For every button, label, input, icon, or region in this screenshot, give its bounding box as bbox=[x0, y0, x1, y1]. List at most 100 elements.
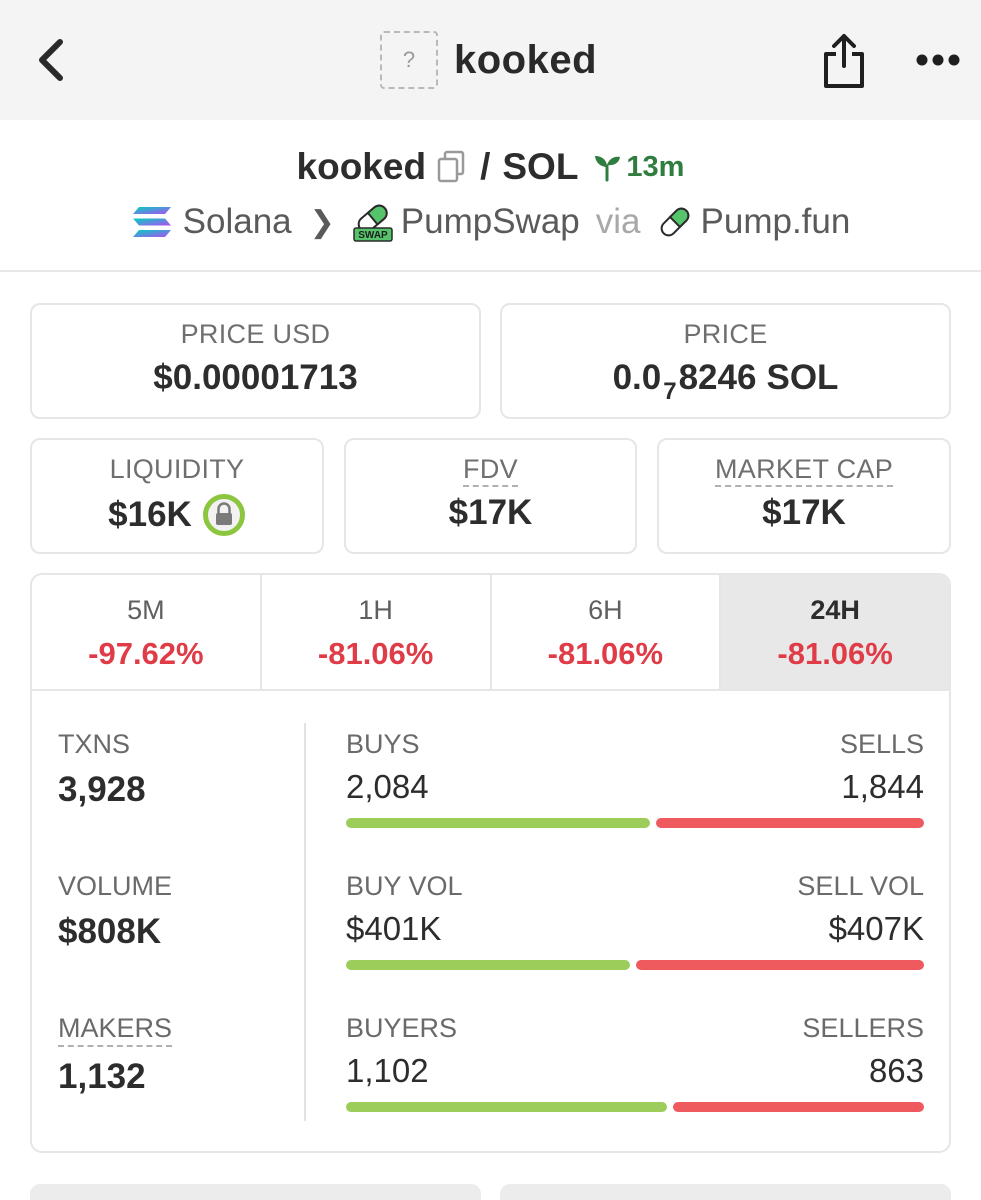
sell-bar-segment bbox=[656, 818, 924, 828]
makers-ratio-bar bbox=[346, 1102, 924, 1112]
volume-stat: VOLUME $808K bbox=[58, 871, 298, 1013]
market-cap-label[interactable]: MARKET CAP bbox=[714, 454, 894, 487]
pair-separator: / bbox=[480, 146, 491, 187]
price-native-card: PRICE 0.0 7 8246 SOL bbox=[500, 303, 951, 419]
sprout-icon bbox=[595, 156, 621, 182]
buys-value: 2,084 bbox=[346, 768, 429, 805]
sell-vol-label: SELL VOL bbox=[797, 871, 924, 901]
tab-24h[interactable]: 24H -81.06% bbox=[721, 575, 949, 689]
price-usd-card: PRICE USD $0.00001713 bbox=[30, 303, 481, 419]
liquidity-lock-icon[interactable] bbox=[202, 493, 246, 537]
buyers-label: BUYERS bbox=[346, 1013, 458, 1043]
fdv-label[interactable]: FDV bbox=[463, 454, 518, 487]
tab-change-value: -81.06% bbox=[777, 636, 893, 671]
pumpfun-pill-icon bbox=[660, 207, 689, 237]
via-label: via bbox=[595, 202, 641, 241]
share-button[interactable] bbox=[818, 30, 870, 90]
stats-panel: 5M -97.62% 1H -81.06% 6H -81.06% 24H -81… bbox=[30, 573, 951, 1153]
makers-stat: MAKERS 1,132 bbox=[58, 1013, 298, 1151]
solana-icon bbox=[132, 207, 171, 237]
more-horizontal-icon bbox=[916, 54, 960, 66]
header-divider bbox=[0, 270, 981, 272]
tab-6h[interactable]: 6H -81.06% bbox=[492, 575, 722, 689]
buys-label: BUYS bbox=[346, 729, 420, 759]
market-cap-value: $17K bbox=[762, 493, 846, 532]
tab-label: 5M bbox=[127, 595, 165, 625]
chevron-left-icon bbox=[39, 39, 63, 81]
top-bar: ? kooked bbox=[0, 0, 981, 120]
stats-divider bbox=[304, 723, 306, 1121]
price-usd-label: PRICE USD bbox=[180, 319, 331, 349]
market-cap-card: MARKET CAP $17K bbox=[657, 438, 951, 554]
sells-value: 1,844 bbox=[841, 768, 924, 805]
liquidity-card: LIQUIDITY $16K bbox=[30, 438, 324, 554]
buyers-value: 1,102 bbox=[346, 1052, 429, 1089]
price-native-prefix: 0.0 bbox=[612, 358, 662, 397]
stats-summary: TXNS 3,928 VOLUME $808K MAKERS 1,132 bbox=[58, 729, 298, 1151]
token-logo-placeholder: ? bbox=[380, 31, 438, 89]
page-title: kooked bbox=[454, 37, 598, 82]
liquidity-label: LIQUIDITY bbox=[109, 454, 245, 484]
tab-change-value: -97.62% bbox=[88, 636, 204, 671]
price-usd-value: $0.00001713 bbox=[153, 358, 358, 397]
liquidity-value: $16K bbox=[108, 495, 192, 534]
tab-1h[interactable]: 1H -81.06% bbox=[262, 575, 492, 689]
sell-bar-segment bbox=[636, 960, 924, 970]
txns-label: TXNS bbox=[58, 729, 131, 759]
price-native-label: PRICE bbox=[683, 319, 768, 349]
bottom-card-right[interactable] bbox=[500, 1184, 951, 1200]
tab-change-value: -81.06% bbox=[317, 636, 434, 671]
price-native-value: 0.0 7 8246 SOL bbox=[502, 358, 949, 405]
price-native-unit: SOL bbox=[766, 358, 839, 397]
fdv-card: FDV $17K bbox=[344, 438, 637, 554]
price-native-zero-count: 7 bbox=[663, 378, 677, 405]
price-native-digits: 8246 bbox=[678, 358, 757, 397]
txns-stat: TXNS 3,928 bbox=[58, 729, 298, 871]
volume-ratio-bar bbox=[346, 960, 924, 970]
buy-bar-segment bbox=[346, 1102, 667, 1112]
swap-badge-text: SWAP bbox=[358, 230, 388, 241]
txns-ratio-bar bbox=[346, 818, 924, 828]
tab-change-value: -81.06% bbox=[547, 636, 664, 671]
pair-age-value: 13m bbox=[626, 150, 685, 183]
txns-breakdown: BUYS SELLS 2,084 1,844 bbox=[346, 729, 924, 871]
share-icon bbox=[824, 34, 864, 88]
chain-name[interactable]: Solana bbox=[182, 202, 292, 241]
dex-name[interactable]: PumpSwap bbox=[400, 202, 580, 241]
back-button[interactable] bbox=[28, 34, 76, 86]
chevron-right-icon: ❯ bbox=[309, 205, 335, 239]
sellers-value: 863 bbox=[868, 1052, 924, 1089]
placeholder-symbol: ? bbox=[402, 47, 416, 72]
chain-breadcrumb: Solana ❯ SWAP PumpSwap via Pump.fun bbox=[0, 196, 981, 248]
fdv-value: $17K bbox=[448, 493, 533, 532]
sellers-label: SELLERS bbox=[802, 1013, 924, 1043]
pair-header: kooked / SOL 13m bbox=[0, 142, 981, 192]
pumpswap-icon: SWAP bbox=[353, 204, 393, 242]
bottom-card-left[interactable] bbox=[30, 1184, 481, 1200]
tab-label: 1H bbox=[358, 595, 393, 625]
buy-sell-breakdown: BUYS SELLS 2,084 1,844 BUY VOL SELL VOL … bbox=[346, 729, 924, 1151]
launchpad-name[interactable]: Pump.fun bbox=[700, 202, 851, 241]
volume-label: VOLUME bbox=[58, 871, 173, 901]
liquidity-value-row: $16K bbox=[32, 493, 322, 537]
buy-vol-label: BUY VOL bbox=[346, 871, 463, 901]
volume-value: $808K bbox=[58, 912, 162, 951]
copy-icon[interactable] bbox=[436, 150, 466, 184]
timeframe-tabs: 5M -97.62% 1H -81.06% 6H -81.06% 24H -81… bbox=[32, 575, 949, 691]
makers-value: 1,132 bbox=[58, 1057, 146, 1096]
sell-vol-value: $407K bbox=[828, 910, 924, 947]
makers-label[interactable]: MAKERS bbox=[58, 1013, 173, 1047]
sell-bar-segment bbox=[673, 1102, 924, 1112]
buy-vol-value: $401K bbox=[346, 910, 442, 947]
sells-label: SELLS bbox=[839, 729, 924, 759]
pair-quote-symbol: SOL bbox=[502, 146, 579, 187]
volume-breakdown: BUY VOL SELL VOL $401K $407K bbox=[346, 871, 924, 1013]
pair-base-symbol: kooked bbox=[296, 146, 427, 187]
tab-label: 24H bbox=[810, 595, 860, 625]
txns-value: 3,928 bbox=[58, 770, 146, 809]
pair-age: 13m bbox=[592, 151, 684, 184]
more-options-button[interactable] bbox=[912, 40, 964, 80]
tab-label: 6H bbox=[588, 595, 623, 625]
tab-5m[interactable]: 5M -97.62% bbox=[32, 575, 262, 689]
buy-bar-segment bbox=[346, 818, 650, 828]
